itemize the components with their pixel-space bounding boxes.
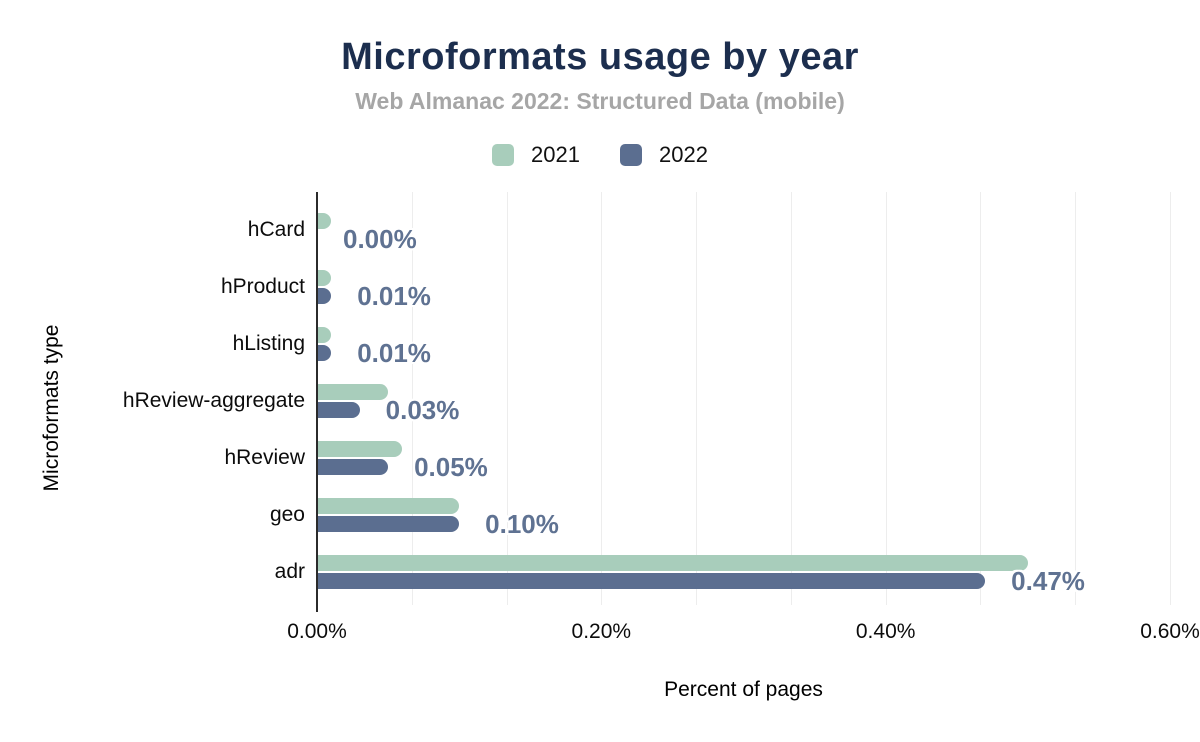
x-tick-0.00%: 0.00% [287, 620, 347, 643]
legend-item-2021[interactable]: 2021 [492, 142, 580, 168]
legend: 2021 2022 [0, 142, 1200, 168]
gridline [1075, 192, 1077, 605]
bar-2021-geo [317, 497, 460, 514]
bar-2021-adr [317, 554, 1028, 571]
legend-item-2022[interactable]: 2022 [620, 142, 708, 168]
bar-2022-geo [317, 515, 460, 532]
gridline [1170, 192, 1171, 605]
category-label-hProduct: hProduct [220, 274, 305, 298]
category-label-hReview-aggregate: hReview-aggregate [122, 388, 305, 412]
category-label-geo: geo [269, 502, 305, 526]
bar-2022-adr [317, 572, 986, 589]
data-label-hProduct: 0.01% [357, 280, 431, 311]
y-axis-title: Microformats type [40, 324, 63, 492]
data-label-hReview: 0.05% [414, 451, 488, 482]
gridline [790, 192, 792, 605]
x-tick-0.20%: 0.20% [571, 620, 632, 643]
bar-2021-hReview [317, 440, 403, 457]
plot-area: 0.00% 0.01% 0.01% 0.03% 0.05% 0.10% 0.47% [317, 192, 1171, 605]
gridline [696, 192, 698, 605]
gridline [506, 192, 508, 605]
x-tick-0.60%: 0.60% [1140, 620, 1200, 643]
data-label-hReview-aggregate: 0.03% [385, 394, 460, 425]
bar-2021-hReview-aggregate [317, 383, 389, 400]
data-label-hListing: 0.01% [357, 337, 431, 368]
category-label-hCard: hCard [247, 217, 305, 241]
category-label-hReview: hReview [224, 445, 305, 469]
bar-2021-hListing [317, 326, 332, 343]
bar-2021-hProduct [317, 269, 332, 286]
bar-2022-hListing [317, 344, 332, 361]
data-label-geo: 0.10% [485, 508, 559, 539]
gridline [601, 192, 603, 605]
legend-swatch-2021 [492, 144, 515, 166]
y-axis-line [316, 192, 318, 612]
category-label-adr: adr [274, 559, 305, 583]
bar-2022-hReview [317, 458, 389, 475]
chart-subtitle: Web Almanac 2022: Structured Data (mobil… [355, 88, 845, 114]
bar-2022-hReview-aggregate [317, 401, 360, 418]
x-axis-title: Percent of pages [664, 678, 823, 701]
x-tick-0.40%: 0.40% [855, 620, 916, 643]
gridline [980, 192, 982, 605]
legend-label-2022: 2022 [659, 142, 708, 167]
bar-2022-hProduct [317, 287, 332, 304]
bar-2021-hCard [317, 212, 332, 229]
data-label-adr: 0.47% [1011, 565, 1085, 596]
chart-title: Microformats usage by year [341, 36, 859, 78]
legend-swatch-2022 [620, 144, 642, 166]
legend-label-2021: 2021 [531, 142, 580, 167]
gridline [411, 192, 413, 605]
category-label-hListing: hListing [232, 331, 305, 355]
data-label-hCard: 0.00% [343, 223, 417, 254]
gridline [885, 192, 887, 605]
